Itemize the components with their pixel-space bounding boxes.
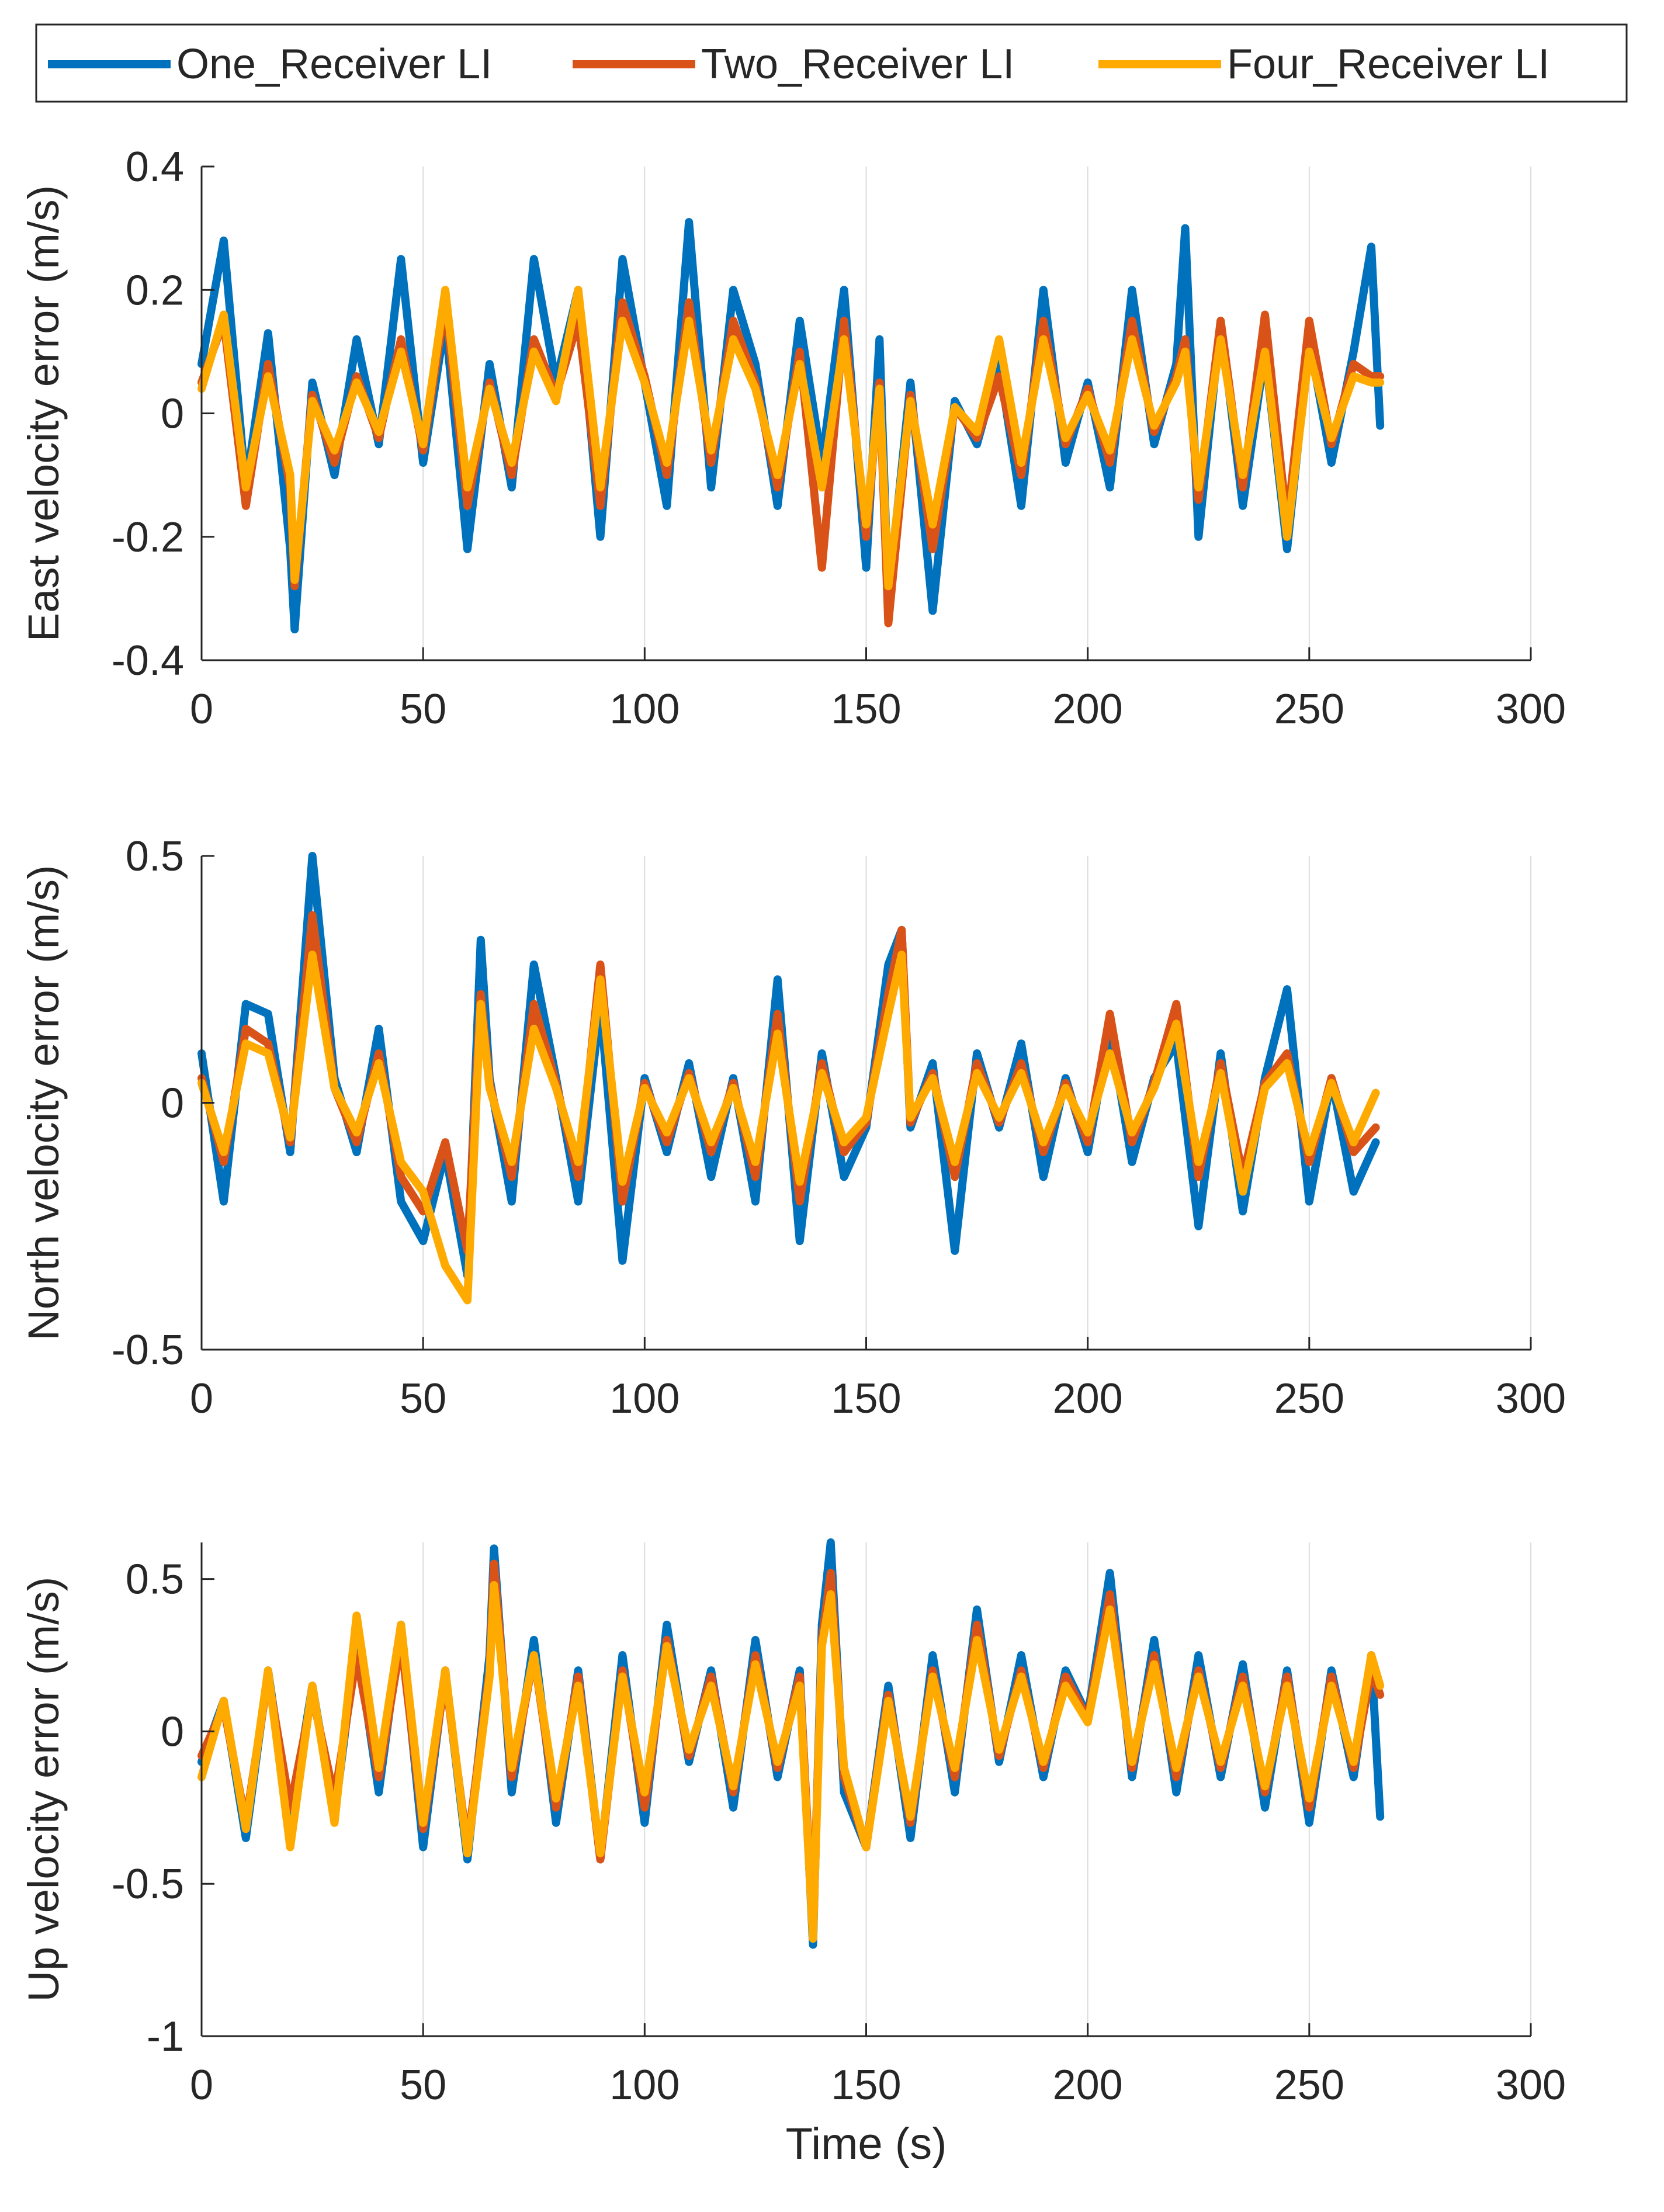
y-axis-label: North velocity error (m/s) — [19, 865, 68, 1340]
x-tick-label-150: 150 — [831, 1375, 901, 1422]
legend-box — [35, 23, 1628, 103]
y-tick-label-0: 0 — [161, 391, 184, 438]
legend-entry-four-receiver: Four_Receiver LI — [1098, 41, 1549, 88]
y-tick-label-0.2: 0.2 — [126, 267, 184, 314]
y-tick-label--0.5: -0.5 — [112, 1861, 184, 1908]
x-tick-label-100: 100 — [609, 1375, 680, 1422]
y-tick-label-0.5: 0.5 — [126, 1556, 184, 1603]
y-axis-label: East velocity error (m/s) — [19, 185, 68, 642]
series-line-four-receiver-li — [197, 1581, 1385, 1943]
x-tick-label-50: 50 — [400, 2062, 446, 2109]
y-tick-label-0.5: 0.5 — [126, 833, 184, 880]
y-tick-label-0: 0 — [161, 1708, 184, 1755]
x-tick-label-100: 100 — [609, 686, 680, 733]
y-tick-label-0.4: 0.4 — [126, 144, 184, 190]
x-tick-label-200: 200 — [1053, 1375, 1123, 1422]
legend-entry-two-receiver: Two_Receiver LI — [573, 41, 1014, 88]
x-tick-label-300: 300 — [1496, 2062, 1566, 2109]
x-tick-label-300: 300 — [1496, 1375, 1566, 1422]
x-tick-label-250: 250 — [1274, 686, 1344, 733]
x-tick-label-150: 150 — [831, 2062, 901, 2109]
y-tick-label-0: 0 — [161, 1080, 184, 1127]
x-tick-label-50: 50 — [400, 686, 446, 733]
x-tick-label-50: 50 — [400, 1375, 446, 1422]
legend-label-two-receiver: Two_Receiver LI — [701, 41, 1014, 88]
x-tick-label-0: 0 — [190, 1375, 213, 1422]
x-tick-label-250: 250 — [1274, 2062, 1344, 2109]
legend: One_Receiver LI Two_Receiver LI Four_Rec… — [35, 23, 1628, 103]
legend-label-four-receiver: Four_Receiver LI — [1227, 41, 1549, 88]
y-axis-label: Up velocity error (m/s) — [19, 1577, 68, 2002]
x-tick-label-200: 200 — [1053, 2062, 1123, 2109]
up-velocity-panel: 0 50 100 150 200 250 300 -1 -0.5 0 0.5 Up velocity … — [19, 1538, 1566, 2169]
legend-entry-one-receiver: One_Receiver LI — [48, 41, 492, 88]
y-tick-label--0.5: -0.5 — [112, 1327, 184, 1374]
series-line-four-receiver-li — [197, 286, 1385, 591]
x-tick-label-200: 200 — [1053, 686, 1123, 733]
x-tick-label-100: 100 — [609, 2062, 680, 2109]
x-axis-label: Time (s) — [786, 2119, 947, 2169]
series-line-four-receiver-li — [197, 951, 1380, 1305]
legend-label-one-receiver: One_Receiver LI — [176, 41, 492, 88]
x-tick-label-250: 250 — [1274, 1375, 1344, 1422]
y-tick-label--1: -1 — [147, 2013, 184, 2060]
x-tick-label-300: 300 — [1496, 686, 1566, 733]
y-tick-label--0.2: -0.2 — [112, 514, 184, 561]
x-tick-label-0: 0 — [190, 686, 213, 733]
x-tick-label-0: 0 — [190, 2062, 213, 2109]
east-velocity-panel: 0 50 100 150 200 250 300 -0.4 -0.2 0 0.2 0.4 East ve… — [19, 144, 1566, 733]
y-tick-label--0.4: -0.4 — [112, 637, 184, 684]
x-tick-label-150: 150 — [831, 686, 901, 733]
